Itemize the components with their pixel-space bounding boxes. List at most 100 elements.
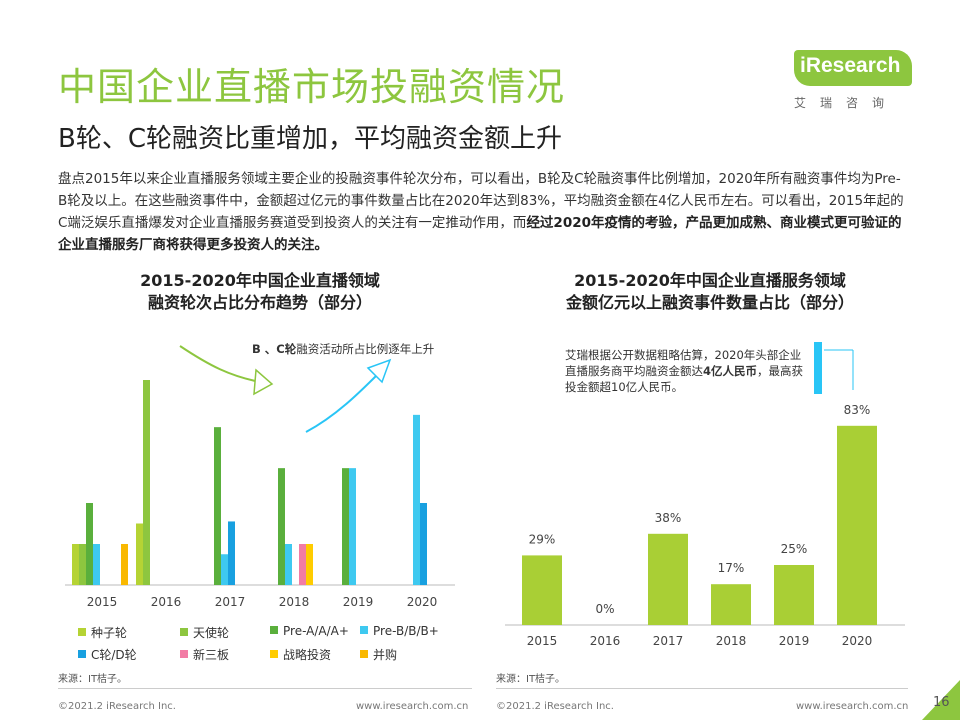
legend-swatch xyxy=(78,650,86,658)
x-label-2018: 2018 xyxy=(716,634,747,648)
x-label-2020: 2020 xyxy=(842,634,873,648)
bar-2020-4 xyxy=(420,503,427,585)
legend-item: 新三板 xyxy=(180,646,229,663)
value-label-2017: 38% xyxy=(655,511,682,525)
x-label-2015: 2015 xyxy=(87,595,118,609)
legend-item: Pre-A/A/A+ xyxy=(270,624,349,638)
x-label-2019: 2019 xyxy=(343,595,374,609)
description-bold: 经过2020年疫情的考验，产品更加成熟、商业模式更可验证的企业直播服务厂商将获得… xyxy=(58,215,902,253)
legend-swatch xyxy=(360,650,368,658)
legend-swatch xyxy=(180,650,188,658)
chart2-x-labels: 2015 2016 2017 2018 2019 2020 xyxy=(527,634,873,648)
corner-decoration xyxy=(922,680,960,720)
logo-badge xyxy=(794,50,912,86)
bar-2019 xyxy=(774,565,814,625)
corner-triangle xyxy=(922,680,960,720)
description: 盘点2015年以来企业直播服务领域主要企业的投融资事件轮次分布，可以看出，B轮及… xyxy=(58,168,908,256)
trend-arrow-2 xyxy=(305,373,379,433)
bar-2015-2 xyxy=(86,503,93,585)
legend-item: 种子轮 xyxy=(78,624,127,641)
legend-label: 战略投资 xyxy=(283,648,332,662)
estimate-annotation-bold: 4亿人民币 xyxy=(703,364,758,378)
round-distribution-chart: 2015 2016 2017 2018 2019 2020 xyxy=(65,345,455,609)
trend-arrow-2-head xyxy=(366,358,392,384)
bar-2018-6 xyxy=(306,544,313,585)
legend-label: 天使轮 xyxy=(193,626,230,640)
legend-item: 战略投资 xyxy=(270,646,331,663)
trend-annotation-bold: B 、C轮 xyxy=(252,342,297,356)
legend-item: 天使轮 xyxy=(180,624,229,641)
chart2-title-line1: 2015-2020年中国企业直播服务领域 xyxy=(574,271,846,290)
value-label-2015: 29% xyxy=(529,532,556,546)
value-label-2016: 0% xyxy=(595,602,614,616)
page-subtitle: B轮、C轮融资比重增加，平均融资金额上升 xyxy=(58,124,562,154)
bar-2015-7 xyxy=(121,544,128,585)
value-label-2018: 17% xyxy=(718,561,745,575)
footer-divider-1 xyxy=(58,688,472,689)
bar-2019-2 xyxy=(342,468,349,585)
x-label-2017: 2017 xyxy=(215,595,246,609)
legend-swatch xyxy=(78,628,86,636)
legend-item: Pre-B/B/B+ xyxy=(360,624,439,638)
x-label-2016: 2016 xyxy=(590,634,621,648)
footer-divider-2 xyxy=(496,688,908,689)
chart2-bars xyxy=(522,425,877,625)
chart1-title-line1: 2015-2020年中国企业直播领域 xyxy=(140,271,380,290)
bar-2018 xyxy=(711,584,751,625)
bar-2017-3 xyxy=(221,554,228,585)
legend-swatch xyxy=(270,650,278,658)
bar-2019-3 xyxy=(349,468,356,585)
source-note-1: 来源：IT桔子。 xyxy=(58,674,128,685)
estimate-annotation: 艾瑞根据公开数据粗略估算，2020年头部企业直播服务商平均融资金额达4亿人民币，… xyxy=(565,347,810,395)
bar-2020 xyxy=(837,425,877,625)
page-title: 中国企业直播市场投融资情况 xyxy=(58,65,566,109)
large-deal-share-chart: 29%0%38%17%25%83% 2015 2016 2017 2018 2019 20… xyxy=(505,349,905,648)
legend-label: C轮/D轮 xyxy=(91,648,137,662)
bar-2018-2 xyxy=(278,468,285,585)
chart2-value-labels: 29% 0% 38% 17% 25% 83% xyxy=(529,403,871,616)
trend-annotation: B 、C轮融资活动所占比例逐年上升 xyxy=(252,341,434,357)
legend-label: Pre-A/A/A+ xyxy=(283,624,349,638)
bar-2017-4 xyxy=(228,521,235,585)
chart2-title-line2: 金额亿元以上融资事件数量占比（部分） xyxy=(565,293,854,312)
bar-2015 xyxy=(522,555,562,625)
legend-label: Pre-B/B/B+ xyxy=(373,624,439,638)
bar-2018-5 xyxy=(299,544,306,585)
trend-annotation-text: 融资活动所占比例逐年上升 xyxy=(296,342,435,356)
logo-cn: 艾瑞咨询 xyxy=(794,96,899,110)
x-label-2018: 2018 xyxy=(279,595,310,609)
legend-item: C轮/D轮 xyxy=(78,646,137,663)
footer-url-2[interactable]: www.iresearch.com.cn xyxy=(796,701,909,712)
bar-2015-1 xyxy=(79,544,86,585)
footer-url-1[interactable]: www.iresearch.com.cn xyxy=(356,701,469,712)
bar-2017 xyxy=(648,533,688,625)
legend-swatch xyxy=(180,628,188,636)
chart2-title: 2015-2020年中国企业直播服务领域 金额亿元以上融资事件数量占比（部分） xyxy=(510,270,910,314)
bar-2020-3 xyxy=(413,414,420,585)
bar-2016-1 xyxy=(143,380,150,585)
legend-swatch xyxy=(360,626,368,634)
bar-2015-3 xyxy=(93,544,100,585)
bar-2018-3 xyxy=(285,544,292,585)
estimate-annotation-text: 艾瑞根据公开数据粗略估算，2020年头部企业直播服务商平均融资金额达 xyxy=(565,348,802,378)
chart1-title: 2015-2020年中国企业直播领域 融资轮次占比分布趋势（部分） xyxy=(80,270,440,314)
callout-accent-bar xyxy=(814,342,822,394)
x-label-2017: 2017 xyxy=(653,634,684,648)
logo-text: iResearch xyxy=(800,54,901,77)
legend-item: 并购 xyxy=(360,646,397,663)
legend-label: 新三板 xyxy=(193,648,230,662)
chart1-title-line2: 融资轮次占比分布趋势（部分） xyxy=(147,293,372,312)
bar-2015-0 xyxy=(72,544,79,585)
chart1-bars xyxy=(72,380,427,585)
trend-arrow-curve xyxy=(179,345,261,383)
trend-arrows xyxy=(179,345,392,433)
x-label-2016: 2016 xyxy=(151,595,182,609)
legend-swatch xyxy=(270,626,278,634)
legend-label: 并购 xyxy=(373,648,398,662)
footer-copyright-1: ©2021.2 iResearch Inc. xyxy=(58,701,176,712)
bar-2016-0 xyxy=(136,523,143,585)
bar-2017-2 xyxy=(214,427,221,585)
value-label-2019: 25% xyxy=(781,542,808,556)
trend-arrow-head xyxy=(253,368,274,396)
x-label-2020: 2020 xyxy=(407,595,438,609)
